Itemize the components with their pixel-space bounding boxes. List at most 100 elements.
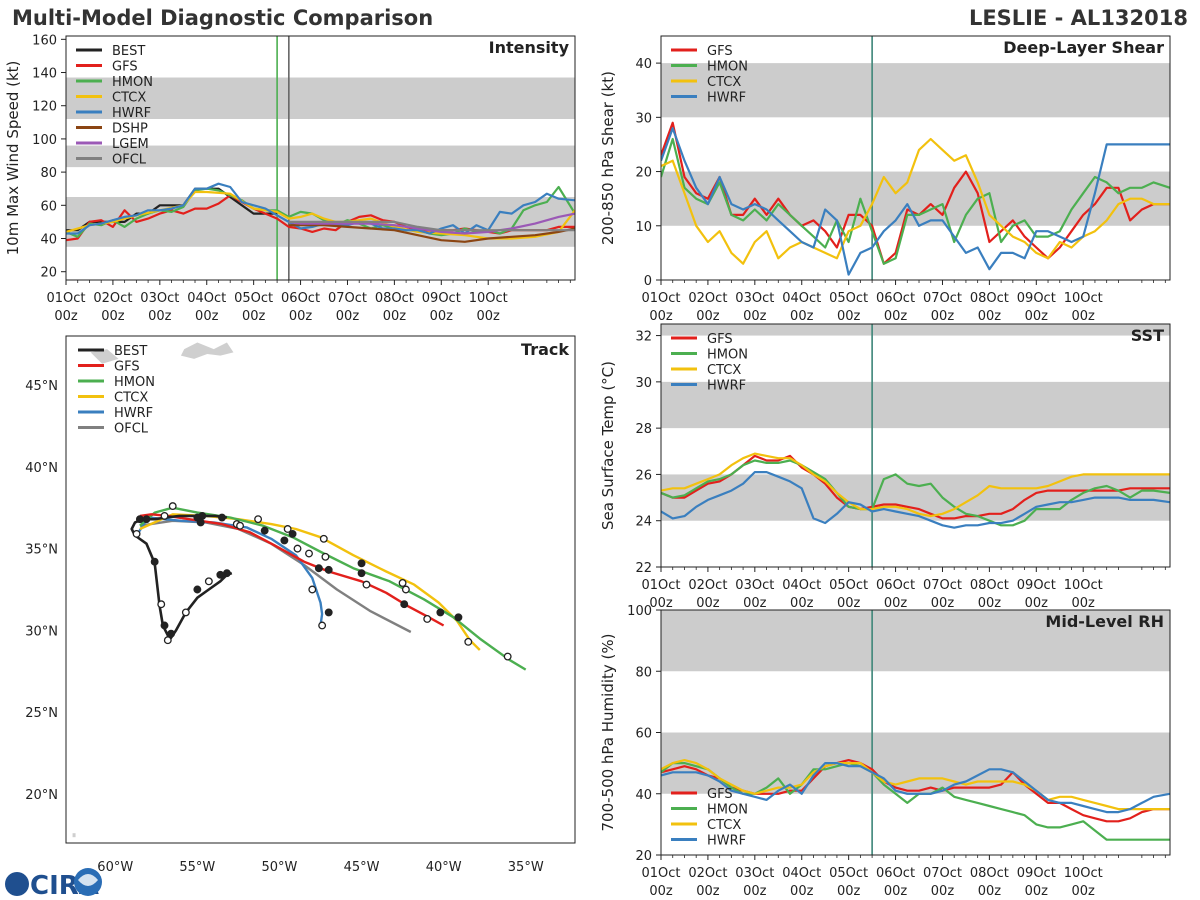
- x-tick-date: 02Oct: [688, 291, 727, 306]
- track-point-open: [319, 534, 328, 543]
- y-tick-label: 100: [627, 604, 652, 619]
- x-tick-date: 04Oct: [782, 866, 821, 881]
- x-tick-date: 10Oct: [1064, 291, 1103, 306]
- x-tick-date: 01Oct: [641, 291, 680, 306]
- x-tick-date: 06Oct: [876, 866, 915, 881]
- storm-id: LESLIE - AL132018: [968, 6, 1188, 30]
- y-tick-label: 20: [40, 266, 57, 281]
- series-group: [661, 758, 1170, 841]
- x-tick-hour: 00z: [242, 309, 266, 324]
- x-tick-hour: 00z: [696, 884, 720, 899]
- plot-frame: [660, 323, 1171, 568]
- track-point-filled: [454, 613, 463, 622]
- track-point-filled: [142, 515, 151, 524]
- plot-frame: [660, 609, 1171, 856]
- lon-tick-label: 35°W: [508, 860, 544, 875]
- plot-frame: [660, 35, 1171, 281]
- x-tick-hour: 00z: [649, 596, 673, 611]
- series-group: [661, 452, 1170, 529]
- legend-label-ctcx: CTCX: [707, 363, 741, 378]
- track-line-hwrf: [135, 516, 324, 626]
- logo-globe-icon: [5, 872, 29, 896]
- series-line-hwrf: [661, 127, 1170, 276]
- x-tick-date: 09Oct: [1017, 291, 1056, 306]
- legend-label-gfs: GFS: [707, 332, 733, 347]
- track-point-filled: [260, 526, 269, 535]
- series-line-ofcl: [288, 220, 575, 232]
- legend-label-ctcx: CTCX: [112, 91, 146, 106]
- x-tick-hour: 00z: [743, 309, 767, 324]
- x-tick-date: 07Oct: [328, 291, 367, 306]
- land-island: [72, 833, 76, 838]
- x-tick-hour: 00z: [837, 309, 861, 324]
- legend-label-hmon: HMON: [114, 375, 155, 390]
- legend-label-hwrf: HWRF: [112, 106, 151, 121]
- track-point-filled: [167, 629, 176, 638]
- lat-tick-label: 30°N: [25, 624, 58, 639]
- x-tick-hour: 00z: [1025, 884, 1049, 899]
- track-markers: [132, 502, 512, 661]
- track-point-filled: [314, 564, 323, 573]
- y-tick-label: 40: [40, 233, 57, 248]
- cira-logo: CIRA: [5, 868, 102, 900]
- track-point-filled: [222, 569, 231, 578]
- y-tick-label: 32: [635, 330, 652, 345]
- legend-label-lgem: LGEM: [112, 137, 149, 152]
- map-background: [66, 336, 575, 843]
- track-point-open: [305, 549, 313, 558]
- x-tick-hour: 00z: [696, 596, 720, 611]
- track-point-filled: [150, 557, 159, 566]
- x-tick-date: 10Oct: [1064, 866, 1103, 881]
- logo-swirl-highlight: [78, 874, 98, 886]
- x-tick-date: 10Oct: [1064, 578, 1103, 593]
- lat-tick-label: 25°N: [25, 706, 58, 721]
- x-tick-hour: 00z: [649, 309, 673, 324]
- track-point-open: [293, 544, 302, 553]
- y-tick-label: 30: [635, 111, 652, 126]
- legend-label-ofcl: OFCL: [114, 422, 149, 437]
- panel-title: Deep-Layer Shear: [1003, 38, 1164, 57]
- x-tick-date: 03Oct: [735, 578, 774, 593]
- x-tick-date: 03Oct: [735, 291, 774, 306]
- legend-label-hwrf: HWRF: [707, 91, 746, 106]
- x-tick-hour: 00z: [1072, 309, 1096, 324]
- legend-label-gfs: GFS: [707, 44, 733, 59]
- legend-label-hwrf: HWRF: [114, 406, 153, 421]
- legend-label-best: BEST: [114, 344, 147, 359]
- series-line-hmon: [661, 459, 1170, 527]
- x-tick-hour: 00z: [1025, 596, 1049, 611]
- track-point-open: [283, 525, 292, 533]
- y-tick-label: 60: [635, 727, 652, 742]
- track-point-open: [398, 579, 407, 587]
- track-point-open: [163, 636, 172, 645]
- lat-tick-label: 35°N: [25, 543, 58, 558]
- series-group: [66, 182, 575, 243]
- panel-title: SST: [1131, 326, 1164, 345]
- y-tick-label: 20: [635, 166, 652, 181]
- legend-label-ofcl: OFCL: [112, 153, 147, 168]
- y-tick-label: 120: [32, 100, 57, 115]
- y-tick-label: 80: [635, 665, 652, 680]
- legend-label-ctcx: CTCX: [114, 391, 148, 406]
- legend-label-hwrf: HWRF: [707, 379, 746, 394]
- figure-title: Multi-Model Diagnostic Comparison: [12, 6, 434, 30]
- x-tick-date: 08Oct: [970, 578, 1009, 593]
- y-tick-label: 40: [635, 57, 652, 72]
- y-tick-label: 60: [40, 199, 57, 214]
- track-point-filled: [198, 511, 207, 520]
- series-line-hwrf: [661, 761, 1170, 814]
- land-shapes: [72, 342, 234, 838]
- x-tick-date: 07Oct: [923, 578, 962, 593]
- threshold-band: [66, 77, 575, 119]
- x-tick-date: 06Oct: [281, 291, 320, 306]
- x-tick-hour: 00z: [790, 884, 814, 899]
- threshold-band: [661, 63, 1170, 118]
- legend-label-ctcx: CTCX: [707, 818, 741, 833]
- x-tick-hour: 00z: [54, 309, 78, 324]
- x-tick-hour: 00z: [884, 596, 908, 611]
- track-point-open: [204, 577, 213, 586]
- track-point-filled: [357, 569, 366, 578]
- y-tick-label: 160: [32, 33, 57, 48]
